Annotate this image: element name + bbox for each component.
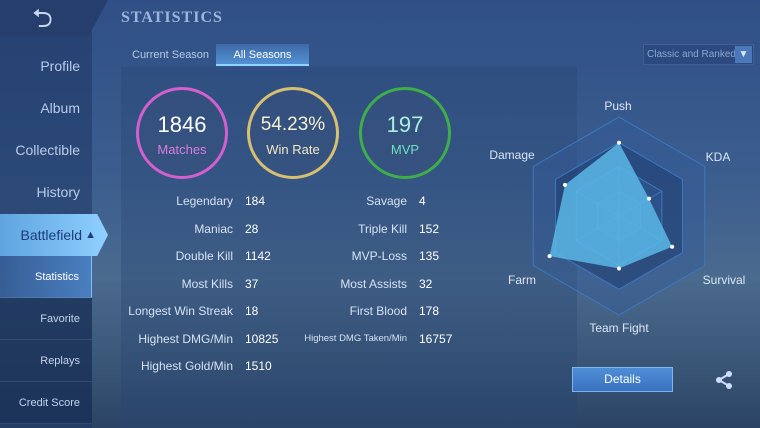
sidebar-sub-replays[interactable]: Replays bbox=[0, 340, 92, 382]
stat-value: 178 bbox=[419, 304, 440, 318]
radar-label: Farm bbox=[508, 273, 536, 287]
stat-label: Highest Gold/Min bbox=[140, 359, 233, 373]
mvp-label: MVP bbox=[390, 142, 420, 157]
sidebar-item-battlefield[interactable]: Battlefield ▲ bbox=[0, 214, 108, 256]
sidebar-sub-credit-score[interactable]: Credit Score bbox=[0, 382, 92, 424]
stat-label: Maniac bbox=[194, 221, 233, 236]
back-arrow-icon[interactable]: ⮌ bbox=[32, 3, 53, 33]
stat-value: 1510 bbox=[245, 359, 272, 373]
radar-point bbox=[617, 266, 621, 271]
stat-label: First Blood bbox=[349, 304, 407, 318]
matches-circle: 1846 Matches bbox=[136, 87, 228, 179]
sidebar-item-collectible[interactable]: Collectible bbox=[15, 142, 80, 158]
stat-label: Highest DMG/Min bbox=[138, 331, 233, 346]
chevron-down-icon: ▼ bbox=[735, 46, 752, 63]
sidebar-sub-statistics[interactable]: Statistics bbox=[0, 256, 92, 298]
sidebar-item-profile[interactable]: Profile bbox=[40, 58, 80, 74]
stat-label: Most Assists bbox=[340, 276, 407, 291]
tab-current-season[interactable]: Current Season bbox=[132, 49, 210, 61]
stat-value: 32 bbox=[419, 276, 433, 291]
radar-label: Damage bbox=[489, 148, 535, 162]
stat-value: 18 bbox=[245, 304, 259, 318]
stat-label: Legendary bbox=[176, 194, 233, 208]
radar-chart: Push KDA Survival Team Fight Farm Damage bbox=[489, 99, 746, 335]
stat-label: Triple Kill bbox=[358, 221, 407, 236]
radar-label: Team Fight bbox=[589, 321, 649, 335]
stat-label: MVP-Loss bbox=[351, 249, 407, 263]
winrate-label: Win Rate bbox=[266, 142, 320, 157]
chevron-up-icon: ▲ bbox=[85, 229, 96, 241]
radar-point bbox=[670, 244, 675, 249]
mvp-value: 197 bbox=[386, 112, 424, 137]
radar-label: KDA bbox=[706, 150, 731, 164]
winrate-circle: 54.23% Win Rate bbox=[247, 87, 339, 179]
stat-value: 1142 bbox=[245, 249, 271, 263]
share-icon[interactable] bbox=[712, 368, 736, 392]
stat-value: 28 bbox=[245, 221, 259, 236]
stat-value: 37 bbox=[245, 276, 259, 291]
stat-value: 10825 bbox=[245, 331, 279, 346]
matches-value: 1846 bbox=[157, 112, 207, 137]
page-title: STATISTICS bbox=[121, 9, 223, 26]
stat-value: 184 bbox=[245, 194, 266, 208]
radar-label: Survival bbox=[703, 273, 746, 287]
tab-all-seasons[interactable]: All Seasons bbox=[216, 44, 309, 66]
stat-label: Highest DMG Taken/Min bbox=[304, 332, 407, 344]
stat-value: 135 bbox=[419, 249, 440, 263]
mvp-circle: 197 MVP bbox=[359, 87, 451, 179]
radar-point bbox=[562, 182, 567, 187]
radar-label: Push bbox=[604, 99, 631, 113]
stat-value: 152 bbox=[419, 221, 440, 236]
mode-select-value: Classic and Ranked bbox=[647, 49, 736, 60]
stat-label: Savage bbox=[366, 194, 407, 208]
stat-label: Longest Win Streak bbox=[128, 304, 233, 318]
details-button[interactable]: Details bbox=[572, 367, 673, 392]
battlefield-label: Battlefield bbox=[20, 227, 82, 243]
radar-point bbox=[547, 254, 552, 259]
radar-point bbox=[647, 196, 652, 201]
stat-label: Most Kills bbox=[181, 276, 233, 291]
stat-value: 4 bbox=[419, 194, 426, 208]
radar-point bbox=[617, 140, 621, 145]
matches-label: Matches bbox=[157, 142, 207, 157]
winrate-value: 54.23% bbox=[260, 114, 326, 135]
sidebar-sub-favorite[interactable]: Favorite bbox=[0, 298, 92, 340]
back-area bbox=[0, 0, 108, 36]
mode-select[interactable]: Classic and Ranked ▼ bbox=[643, 44, 754, 65]
stat-label: Double Kill bbox=[175, 249, 233, 263]
stat-value: 16757 bbox=[419, 331, 453, 346]
sidebar-item-history[interactable]: History bbox=[36, 184, 80, 200]
sidebar-item-album[interactable]: Album bbox=[40, 100, 80, 116]
radar-area bbox=[549, 142, 673, 269]
